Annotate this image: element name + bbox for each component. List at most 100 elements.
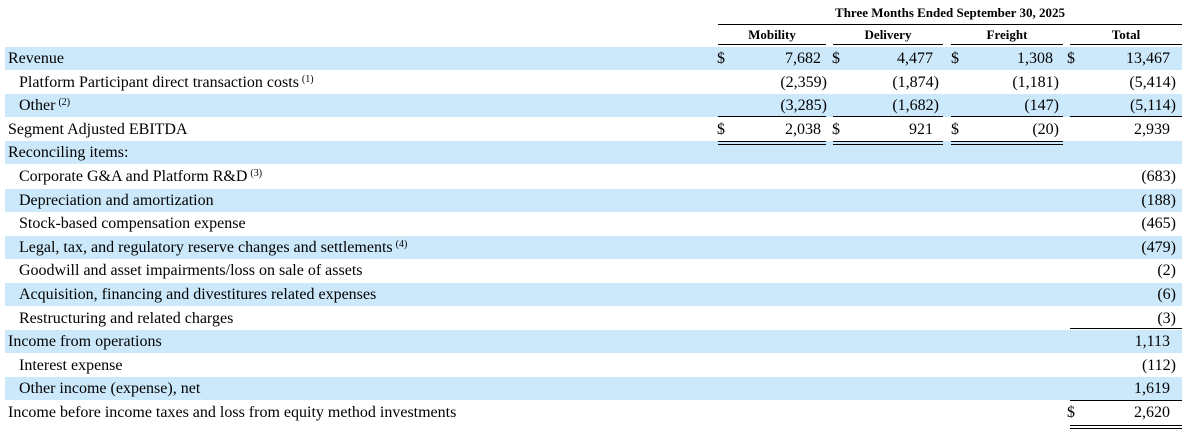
value-mobility: (3,285): [780, 97, 827, 114]
footnote-marker: (3): [250, 168, 263, 179]
value-total: (6): [1157, 286, 1176, 303]
table-row: Platform Participant direct transaction …: [5, 71, 1182, 94]
currency-symbol-freight: $: [951, 50, 959, 67]
value-freight: (1,181): [1012, 74, 1059, 91]
table-row: Reconciling items:: [5, 141, 1182, 164]
column-header-rule-freight: [951, 44, 1063, 45]
value-delivery: 921: [909, 121, 933, 138]
row-label-text: Platform Participant direct transaction …: [19, 74, 299, 91]
column-header-rule-total: [1070, 44, 1182, 45]
footnote-marker: (1): [301, 74, 314, 85]
column-header-mobility: Mobility: [748, 27, 796, 42]
row-label-text: Goodwill and asset impairments/loss on s…: [19, 262, 363, 279]
footnote-marker: (2): [58, 97, 71, 108]
operations-rule-total: [1070, 328, 1182, 329]
value-freight: 1,308: [1017, 50, 1053, 67]
currency-symbol-mobility: $: [717, 121, 725, 138]
value-total: (479): [1141, 239, 1176, 256]
value-mobility: 7,682: [785, 50, 821, 67]
row-label: Corporate G&A and Platform R&D (3): [19, 165, 262, 188]
row-label: Segment Adjusted EBITDA: [8, 118, 188, 141]
table-row: Legal, tax, and regulatory reserve chang…: [5, 236, 1182, 259]
row-label: Restructuring and related charges: [19, 307, 233, 330]
currency-symbol-total: $: [1067, 50, 1075, 67]
row-label: Stock-based compensation expense: [19, 212, 246, 235]
value-total: 2,939: [1134, 121, 1170, 138]
row-label: Interest expense: [19, 354, 123, 377]
currency-symbol-delivery: $: [832, 50, 840, 67]
table-row: Revenue $7,682 $4,477 $1,308 $13,467: [5, 47, 1182, 70]
period-header-rule: [718, 24, 1182, 25]
value-mobility: (2,359): [780, 74, 827, 91]
pretax-double-rule-total: [1070, 425, 1182, 429]
row-label: Income before income taxes and loss from…: [8, 401, 456, 424]
value-total: (188): [1141, 192, 1176, 209]
row-label: Revenue: [8, 47, 64, 70]
row-label-text: Other: [19, 97, 56, 114]
footnote-marker: (4): [395, 239, 408, 250]
column-header-rule-delivery: [833, 44, 943, 45]
row-label: Income from operations: [8, 330, 162, 353]
currency-symbol-total: $: [1067, 404, 1075, 421]
value-total: (5,414): [1129, 74, 1176, 91]
row-label-text: Depreciation and amortization: [19, 192, 214, 209]
value-mobility: 2,038: [785, 121, 821, 138]
row-label-text: Legal, tax, and regulatory reserve chang…: [19, 239, 393, 256]
table-row: Goodwill and asset impairments/loss on s…: [5, 259, 1182, 282]
value-total: 1,619: [1134, 380, 1170, 397]
value-freight: (20): [1032, 121, 1059, 138]
value-total: 1,113: [1134, 333, 1170, 350]
table-row: Income before income taxes and loss from…: [5, 401, 1182, 424]
row-label-text: Income before income taxes and loss from…: [8, 404, 457, 421]
table-row: Interest expense (112): [5, 354, 1182, 377]
row-label-text: Interest expense: [19, 357, 123, 374]
value-total: (3): [1157, 310, 1176, 327]
column-header-delivery: Delivery: [864, 27, 912, 42]
table-row: Stock-based compensation expense (465): [5, 212, 1182, 235]
row-label-text: Acquisition, financing and divestitures …: [19, 286, 377, 303]
row-label: Legal, tax, and regulatory reserve chang…: [19, 236, 407, 259]
row-label-text: Restructuring and related charges: [19, 310, 234, 327]
row-label: Goodwill and asset impairments/loss on s…: [19, 259, 363, 282]
row-label-text: Income from operations: [8, 333, 162, 350]
value-total: 2,620: [1134, 404, 1170, 421]
currency-symbol-freight: $: [951, 121, 959, 138]
row-label-text: Other income (expense), net: [19, 380, 201, 397]
value-total: (465): [1141, 215, 1176, 232]
column-header-freight: Freight: [986, 27, 1028, 42]
value-delivery: (1,874): [892, 74, 939, 91]
ebitda-double-rule-mobility: [718, 141, 826, 145]
row-label: Platform Participant direct transaction …: [19, 71, 314, 94]
value-delivery: (1,682): [892, 97, 939, 114]
table-row: Segment Adjusted EBITDA $2,038 $921 $ (20) 2,…: [5, 118, 1182, 141]
row-label: Acquisition, financing and divestitures …: [19, 283, 376, 306]
value-total: (5,114): [1129, 97, 1176, 114]
period-header: Three Months Ended September 30, 2025: [835, 5, 1065, 20]
table-row: Corporate G&A and Platform R&D (3) (683): [5, 165, 1182, 188]
pretax-rule-total: [1070, 400, 1182, 401]
ebitda-double-rule-freight: [951, 141, 1063, 145]
column-header-rule-mobility: [718, 44, 826, 45]
table-row: Other (2) (3,285) (1,682) (147) (5,114): [5, 94, 1182, 117]
row-label: Reconciling items:: [8, 141, 128, 164]
currency-symbol-delivery: $: [832, 121, 840, 138]
column-header-total: Total: [1111, 27, 1141, 42]
row-label-text: Reconciling items:: [8, 144, 129, 161]
subtotal-rule-freight: [951, 116, 1063, 117]
ebitda-double-rule-delivery: [833, 141, 943, 145]
table-row: Restructuring and related charges (3): [5, 307, 1182, 330]
value-total: (683): [1141, 168, 1176, 185]
subtotal-rule-mobility: [718, 116, 826, 117]
table-row: Income from operations 1,113: [5, 330, 1182, 353]
row-label: Other (2): [19, 94, 70, 117]
row-label-text: Revenue: [8, 50, 64, 67]
subtotal-rule-total: [1070, 116, 1182, 117]
value-total: 13,467: [1126, 50, 1170, 67]
table-row: Depreciation and amortization (188): [5, 189, 1182, 212]
currency-symbol-mobility: $: [717, 50, 725, 67]
value-delivery: 4,477: [897, 50, 933, 67]
row-label: Depreciation and amortization: [19, 189, 214, 212]
table-row: Other income (expense), net 1,619: [5, 377, 1182, 400]
subtotal-rule-delivery: [833, 116, 943, 117]
